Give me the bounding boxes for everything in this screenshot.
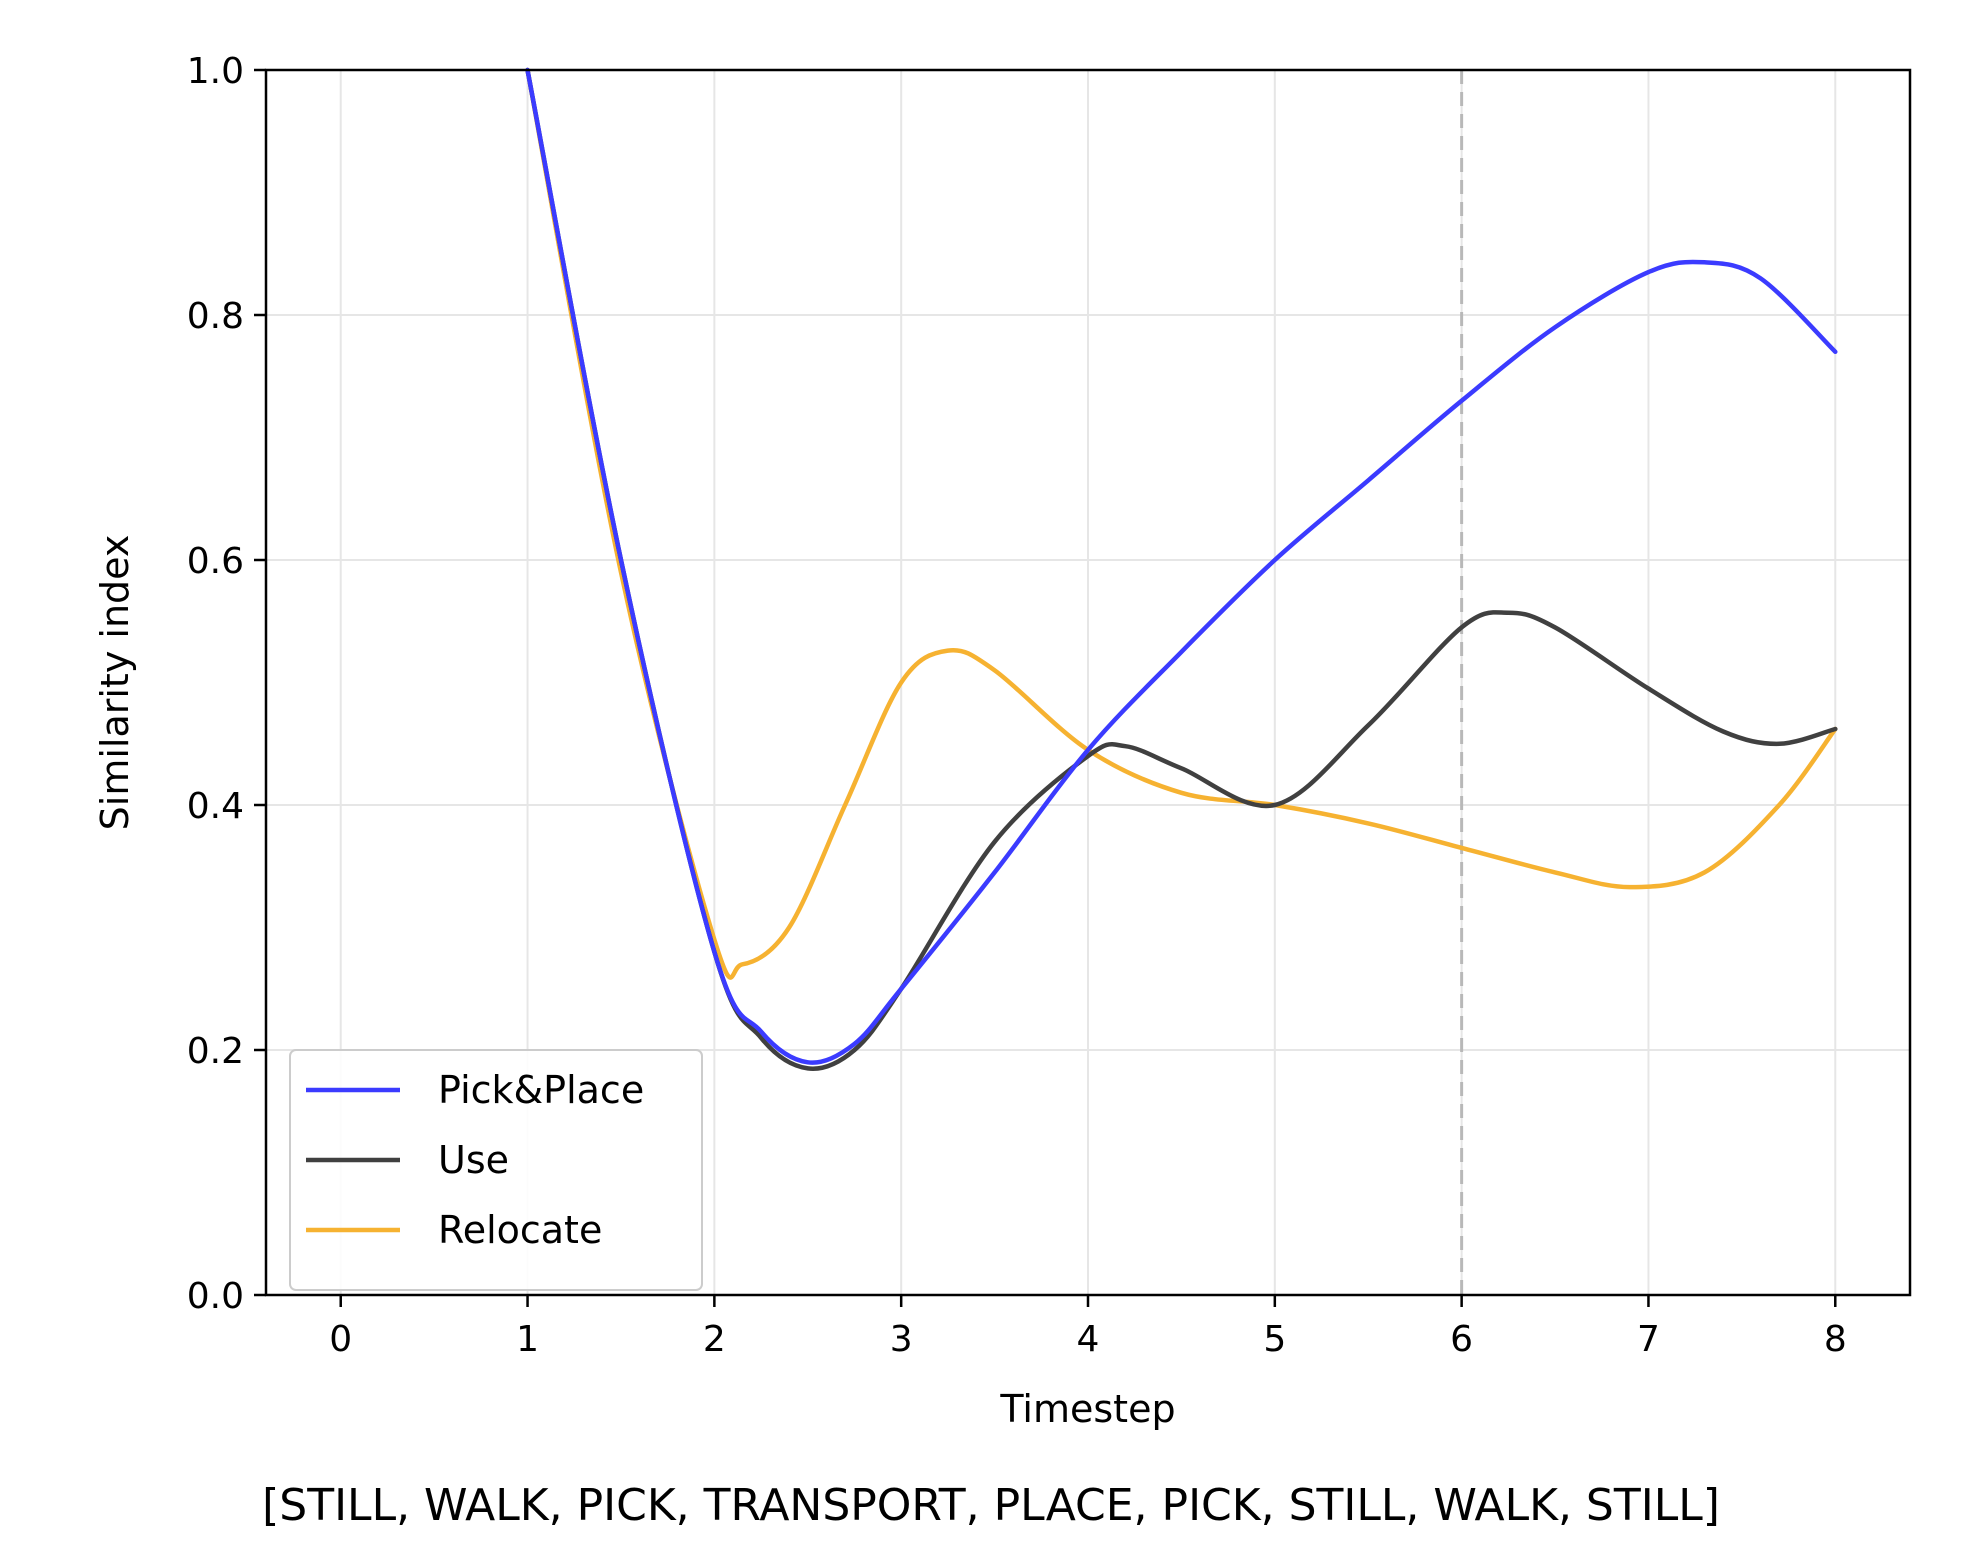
x-tick-label: 4 <box>1077 1319 1100 1360</box>
series-line-relocate <box>525 67 1838 980</box>
series-line-pick-place <box>525 67 1838 1065</box>
series-layer <box>525 67 1838 1071</box>
y-axis-label: Similarity index <box>93 535 137 831</box>
y-tick-label: 0.6 <box>187 541 244 582</box>
y-tick-label: 0.0 <box>187 1276 244 1317</box>
y-tick-label: 0.2 <box>187 1031 244 1072</box>
legend-label-use: Use <box>438 1138 509 1182</box>
x-axis-ticks: 0 1 2 3 4 5 6 7 8 <box>329 1295 1847 1360</box>
x-tick-label: 6 <box>1450 1319 1473 1360</box>
y-tick-label: 0.4 <box>187 786 244 827</box>
x-tick-label: 7 <box>1637 1319 1660 1360</box>
y-axis-ticks: 0.0 0.2 0.4 0.6 0.8 1.0 <box>187 51 266 1317</box>
x-tick-label: 2 <box>703 1319 726 1360</box>
x-tick-label: 0 <box>329 1319 352 1360</box>
x-tick-label: 1 <box>516 1319 539 1360</box>
x-tick-label: 3 <box>890 1319 913 1360</box>
x-tick-label: 8 <box>1824 1319 1847 1360</box>
sequence-caption: [STILL, WALK, PICK, TRANSPORT, PLACE, PI… <box>262 1480 1720 1531</box>
legend: Pick&Place Use Relocate <box>289 1049 703 1291</box>
x-axis-label: Timestep <box>999 1387 1175 1431</box>
legend-label-pick-place: Pick&Place <box>438 1068 644 1112</box>
legend-label-relocate: Relocate <box>438 1208 602 1252</box>
series-line-use <box>525 67 1838 1071</box>
x-tick-label: 5 <box>1263 1319 1286 1360</box>
y-tick-label: 0.8 <box>187 296 244 337</box>
y-tick-label: 1.0 <box>187 51 244 92</box>
